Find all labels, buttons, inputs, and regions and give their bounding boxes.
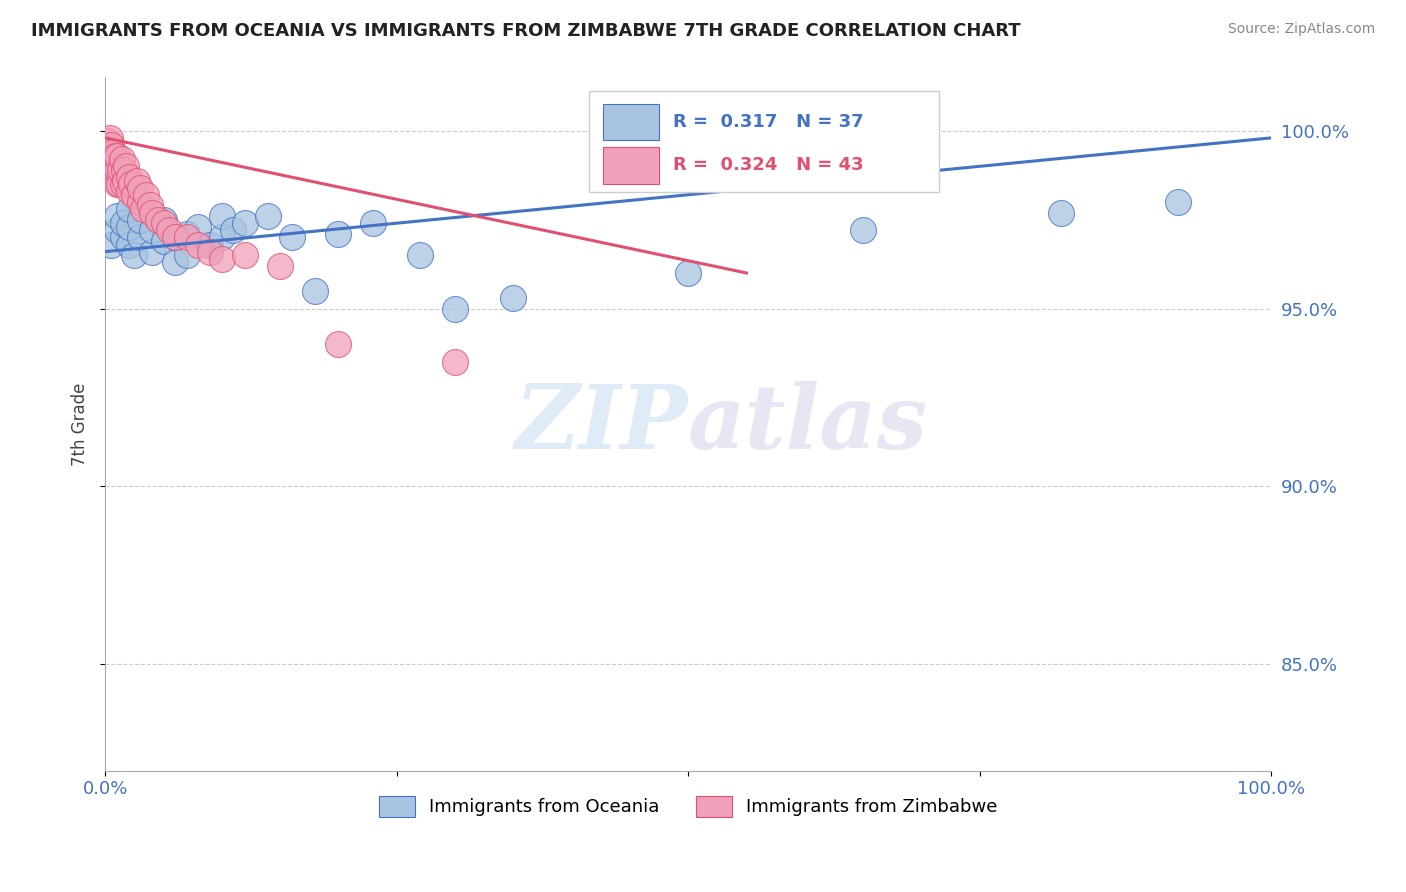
Point [157,223,180,237]
Point [105,177,128,191]
Point [117,237,139,252]
Text: atlas: atlas [688,381,928,467]
Text: Source: ZipAtlas.com: Source: ZipAtlas.com [1227,22,1375,37]
Point [135,187,157,202]
Point [111,230,134,244]
Point [304,284,326,298]
Point [211,252,233,266]
Legend: Immigrants from Oceania, Immigrants from Zimbabwe: Immigrants from Oceania, Immigrants from… [371,789,1005,824]
Point [152,216,174,230]
FancyBboxPatch shape [589,91,939,192]
Point [97,148,120,162]
Point [124,248,146,262]
FancyBboxPatch shape [603,147,659,184]
Point [117,219,139,234]
Point [105,209,128,223]
Point [269,259,291,273]
Point [98,131,121,145]
Point [152,212,174,227]
Point [104,159,127,173]
Point [1050,205,1073,219]
FancyBboxPatch shape [603,103,659,140]
Point [363,216,385,230]
Point [105,148,128,162]
Y-axis label: 7th Grade: 7th Grade [72,383,89,466]
Point [117,169,139,184]
Point [120,177,142,191]
Point [125,173,148,187]
Point [409,248,432,262]
Point [114,173,136,187]
Point [198,244,221,259]
Point [211,230,233,244]
Point [110,162,132,177]
Point [165,230,187,244]
Point [257,209,280,223]
Point [100,237,122,252]
Point [176,230,198,244]
Point [187,237,209,252]
Point [129,194,152,209]
Point [124,187,146,202]
Point [165,230,187,244]
Point [138,198,160,212]
Point [111,216,134,230]
Point [105,162,128,177]
Point [117,184,139,198]
Point [129,230,152,244]
Point [103,148,125,162]
Point [444,355,467,369]
Point [100,138,122,153]
Point [328,337,350,351]
Text: ZIP: ZIP [515,381,688,467]
Point [146,212,169,227]
Point [187,219,209,234]
Point [222,223,245,237]
Point [141,223,163,237]
Point [117,202,139,216]
Text: IMMIGRANTS FROM OCEANIA VS IMMIGRANTS FROM ZIMBABWE 7TH GRADE CORRELATION CHART: IMMIGRANTS FROM OCEANIA VS IMMIGRANTS FR… [31,22,1021,40]
Point [211,209,233,223]
Point [233,216,256,230]
Point [176,227,198,241]
Point [115,159,138,173]
Point [444,301,467,316]
Point [152,234,174,248]
Point [96,135,118,149]
Point [129,180,152,194]
Point [176,248,198,262]
Text: R =  0.324   N = 43: R = 0.324 N = 43 [673,156,863,175]
Point [281,230,304,244]
Point [141,244,163,259]
Point [1167,194,1189,209]
Point [233,248,256,262]
Text: R =  0.317   N = 37: R = 0.317 N = 37 [673,112,863,131]
Point [676,266,699,280]
Point [502,291,524,305]
Point [108,177,131,191]
Point [165,255,187,269]
Point [101,159,124,173]
Point [111,177,134,191]
Point [105,223,128,237]
Point [131,202,153,216]
Point [103,166,125,180]
Point [328,227,350,241]
Point [129,212,152,227]
Point [198,237,221,252]
Point [110,152,132,166]
Point [141,205,163,219]
Point [103,145,125,160]
Point [852,223,875,237]
Point [100,152,122,166]
Point [112,162,135,177]
